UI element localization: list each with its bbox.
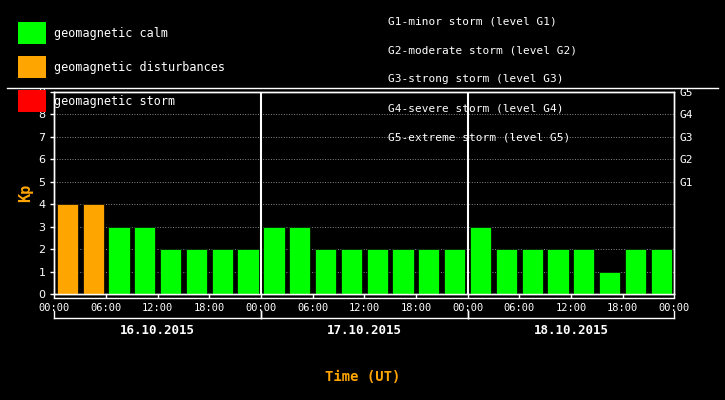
Bar [625,249,646,294]
Bar [341,249,362,294]
Bar [547,249,568,294]
Bar [573,249,594,294]
Text: geomagnetic storm: geomagnetic storm [54,94,175,108]
Text: G1-minor storm (level G1): G1-minor storm (level G1) [388,17,557,27]
Bar [108,227,130,294]
Bar [651,249,672,294]
Bar [263,227,284,294]
Bar [367,249,388,294]
Bar [392,249,414,294]
Bar [470,227,491,294]
Text: geomagnetic calm: geomagnetic calm [54,26,168,40]
Text: G5-extreme storm (level G5): G5-extreme storm (level G5) [388,132,570,142]
Bar [289,227,310,294]
Y-axis label: Kp: Kp [17,184,33,202]
Text: G3-strong storm (level G3): G3-strong storm (level G3) [388,74,563,84]
Text: Time (UT): Time (UT) [325,370,400,384]
Bar [444,249,465,294]
Bar [521,249,543,294]
Bar [496,249,517,294]
Bar [160,249,181,294]
Bar [315,249,336,294]
Bar [134,227,155,294]
Text: geomagnetic disturbances: geomagnetic disturbances [54,60,225,74]
Bar [212,249,233,294]
Bar [186,249,207,294]
Text: 17.10.2015: 17.10.2015 [327,324,402,336]
Bar [238,249,259,294]
Text: G2-moderate storm (level G2): G2-moderate storm (level G2) [388,46,577,56]
Bar [83,204,104,294]
Bar [599,272,621,294]
Bar [418,249,439,294]
Text: G4-severe storm (level G4): G4-severe storm (level G4) [388,103,563,113]
Text: 18.10.2015: 18.10.2015 [534,324,608,336]
Bar [57,204,78,294]
Text: 16.10.2015: 16.10.2015 [120,324,195,336]
